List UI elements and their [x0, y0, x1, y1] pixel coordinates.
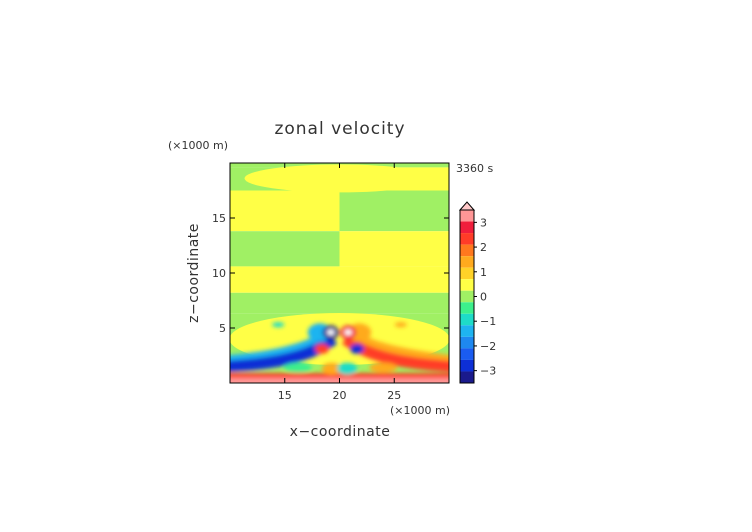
- band-left-2: [230, 190, 340, 232]
- time-label: 3360 s: [456, 162, 493, 175]
- surface-red-band: [230, 373, 449, 379]
- x-tick-label: 25: [387, 389, 401, 402]
- band-right-5: [339, 292, 449, 314]
- colorbar-swatch: [460, 256, 474, 268]
- colorbar-tick-label: 0: [480, 291, 487, 304]
- colorbar-tick-label: −3: [480, 365, 496, 378]
- right-low-teal: [337, 362, 358, 375]
- colorbar-swatch: [460, 313, 474, 326]
- y-tick-label: 5: [219, 322, 226, 335]
- left-small-teal: [272, 322, 285, 328]
- left-low-mint: [283, 362, 312, 373]
- right-upper-core: [344, 329, 353, 336]
- colorbar-swatch: [460, 210, 474, 222]
- colorbar-swatch: [460, 221, 474, 234]
- colorbar-swatch: [460, 233, 474, 245]
- x-tick-label: 20: [333, 389, 347, 402]
- y-tick-label: 10: [212, 267, 226, 280]
- upper-yellow-region: [244, 164, 435, 193]
- colorbar-swatch: [460, 279, 474, 291]
- colorbar-tick-label: 1: [480, 266, 487, 279]
- left-low-orange: [321, 362, 342, 375]
- y-tick-label: 15: [212, 212, 226, 225]
- colorbar-swatch: [460, 302, 474, 314]
- colorbar-swatch: [460, 267, 474, 280]
- mid-yellow-region: [244, 267, 435, 292]
- colorbar-swatch: [460, 336, 474, 349]
- colorbar-swatch: [460, 290, 474, 303]
- axis-ticks: 15 20 25 5 10 15: [212, 163, 449, 402]
- band-left-5: [230, 292, 340, 314]
- colorbar-tick-label: 2: [480, 241, 487, 254]
- colorbar-swatch: [460, 244, 474, 257]
- x-axis-label: x−coordinate: [290, 424, 391, 440]
- band-left-3: [230, 231, 340, 267]
- x-axis-unit: (×1000 m): [390, 404, 450, 417]
- plot-area: [230, 163, 449, 383]
- left-mid-red: [314, 343, 329, 354]
- y-axis-unit: (×1000 m): [168, 139, 228, 152]
- background-bands: [230, 163, 449, 383]
- band-right-2: [339, 190, 449, 232]
- right-mid-blue: [350, 343, 365, 354]
- chart-title: zonal velocity: [274, 119, 405, 139]
- colorbar-tick-label: −2: [480, 340, 496, 353]
- colorbar-swatch: [460, 325, 474, 337]
- colorbar-extend-arrow: [458, 201, 476, 211]
- colorbar-tick-label: −1: [480, 315, 496, 328]
- band-right-3: [339, 231, 449, 267]
- right-low-orange: [369, 362, 398, 373]
- colorbar: 3 2 1 0 −1 −2 −3: [458, 201, 496, 384]
- y-axis-label: z−coordinate: [186, 223, 202, 323]
- left-cyan-edge: [230, 330, 329, 361]
- colorbar-swatch: [460, 348, 474, 360]
- right-orange-edge: [350, 330, 449, 361]
- x-tick-label: 15: [278, 389, 292, 402]
- left-upper-core: [326, 329, 335, 336]
- colorbar-tick-label: 3: [480, 216, 487, 229]
- right-small-orange: [394, 322, 407, 328]
- colorbar-swatch: [460, 359, 474, 372]
- colorbar-swatch: [460, 371, 474, 383]
